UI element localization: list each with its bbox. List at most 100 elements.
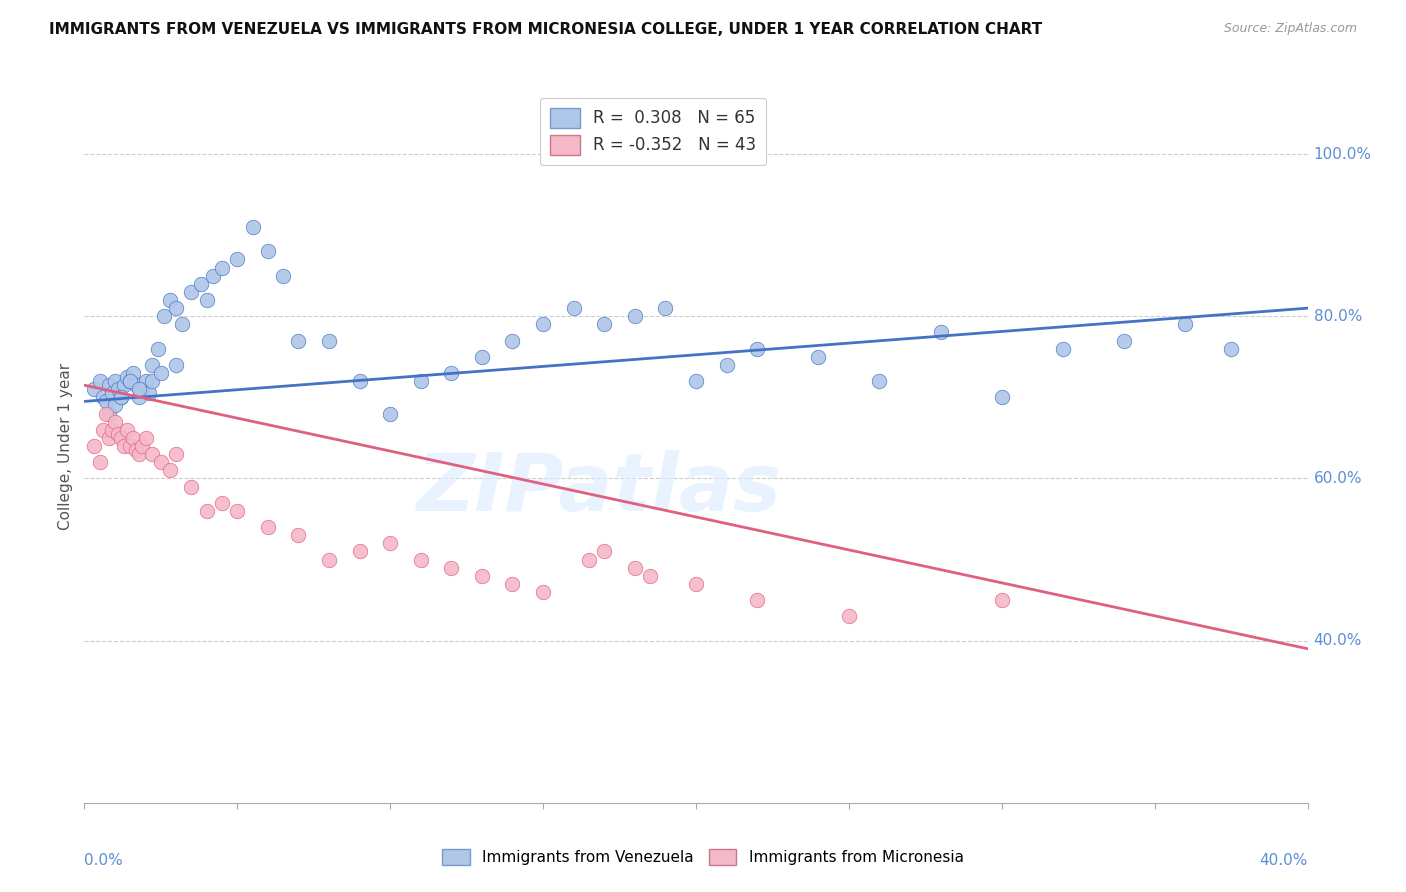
Point: [869, 374, 891, 388]
Point: [1114, 334, 1136, 348]
Point: [211, 260, 233, 275]
Point: [83, 439, 105, 453]
Point: [1174, 318, 1197, 332]
Point: [83, 382, 105, 396]
Point: [838, 609, 860, 624]
Text: 40.0%: 40.0%: [1313, 633, 1362, 648]
Point: [101, 423, 124, 437]
Point: [380, 407, 402, 421]
Point: [128, 390, 150, 404]
Point: [685, 577, 707, 591]
Point: [146, 342, 169, 356]
Point: [562, 301, 585, 315]
Point: [180, 285, 202, 299]
Point: [471, 568, 494, 582]
Point: [318, 552, 340, 566]
Point: [104, 374, 127, 388]
Point: [747, 342, 769, 356]
Legend: Immigrants from Venezuela, Immigrants from Micronesia: Immigrants from Venezuela, Immigrants fr…: [436, 843, 970, 871]
Point: [1220, 342, 1243, 356]
Point: [1052, 342, 1074, 356]
Point: [201, 268, 224, 283]
Point: [153, 310, 176, 324]
Point: [578, 552, 600, 566]
Point: [349, 374, 371, 388]
Y-axis label: College, Under 1 year: College, Under 1 year: [58, 362, 73, 530]
Point: [89, 455, 111, 469]
Point: [242, 220, 264, 235]
Point: [593, 318, 616, 332]
Text: 0.0%: 0.0%: [84, 853, 124, 868]
Point: [624, 560, 647, 574]
Point: [135, 374, 157, 388]
Point: [120, 439, 142, 453]
Point: [172, 318, 194, 332]
Point: [226, 504, 249, 518]
Point: [180, 479, 202, 493]
Point: [97, 378, 120, 392]
Point: [91, 390, 114, 404]
Point: [131, 382, 153, 396]
Point: [211, 496, 233, 510]
Point: [531, 318, 554, 332]
Legend: R =  0.308   N = 65, R = -0.352   N = 43: R = 0.308 N = 65, R = -0.352 N = 43: [540, 97, 766, 165]
Point: [226, 252, 249, 267]
Point: [502, 577, 524, 591]
Point: [685, 374, 707, 388]
Point: [991, 593, 1014, 607]
Point: [257, 244, 280, 259]
Point: [593, 544, 616, 558]
Point: [107, 382, 129, 396]
Point: [141, 374, 163, 388]
Point: [131, 439, 153, 453]
Point: [807, 350, 830, 364]
Point: [110, 431, 132, 445]
Point: [110, 390, 132, 404]
Point: [380, 536, 402, 550]
Point: [409, 374, 432, 388]
Point: [120, 374, 142, 388]
Point: [531, 585, 554, 599]
Point: [159, 463, 181, 477]
Point: [991, 390, 1014, 404]
Text: ZIPatlas: ZIPatlas: [416, 450, 780, 528]
Point: [94, 394, 117, 409]
Point: [107, 426, 129, 441]
Point: [318, 334, 340, 348]
Point: [104, 399, 127, 413]
Point: [97, 407, 120, 421]
Point: [97, 431, 120, 445]
Text: 100.0%: 100.0%: [1313, 146, 1372, 161]
Point: [104, 415, 127, 429]
Point: [287, 334, 309, 348]
Point: [141, 447, 163, 461]
Point: [120, 374, 142, 388]
Text: 80.0%: 80.0%: [1313, 309, 1362, 324]
Text: Source: ZipAtlas.com: Source: ZipAtlas.com: [1223, 22, 1357, 36]
Point: [287, 528, 309, 542]
Point: [135, 431, 157, 445]
Point: [165, 301, 187, 315]
Point: [190, 277, 212, 291]
Point: [112, 378, 135, 392]
Point: [929, 326, 952, 340]
Point: [91, 423, 114, 437]
Point: [165, 447, 187, 461]
Point: [440, 560, 463, 574]
Point: [115, 370, 138, 384]
Point: [94, 407, 117, 421]
Point: [638, 568, 661, 582]
Point: [122, 431, 145, 445]
Point: [128, 382, 150, 396]
Point: [471, 350, 494, 364]
Point: [195, 293, 218, 307]
Text: IMMIGRANTS FROM VENEZUELA VS IMMIGRANTS FROM MICRONESIA COLLEGE, UNDER 1 YEAR CO: IMMIGRANTS FROM VENEZUELA VS IMMIGRANTS …: [49, 22, 1042, 37]
Point: [349, 544, 371, 558]
Point: [624, 310, 647, 324]
Point: [89, 374, 111, 388]
Point: [125, 443, 148, 458]
Point: [654, 301, 676, 315]
Point: [271, 268, 294, 283]
Point: [257, 520, 280, 534]
Text: 40.0%: 40.0%: [1260, 853, 1308, 868]
